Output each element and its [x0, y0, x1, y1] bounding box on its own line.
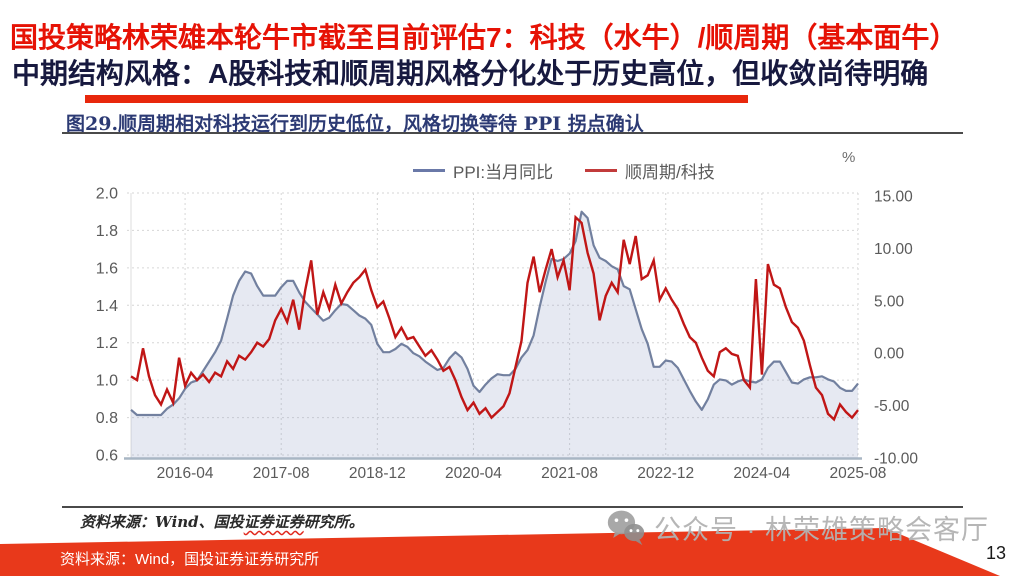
svg-text:1.0: 1.0 — [96, 373, 118, 390]
svg-text:2018-12: 2018-12 — [349, 465, 406, 482]
svg-text:1.8: 1.8 — [96, 223, 118, 240]
svg-text:1.4: 1.4 — [96, 298, 118, 315]
svg-text:2017-08: 2017-08 — [253, 465, 310, 482]
source-note-suffix: 研究所。 — [303, 513, 364, 531]
watermark: 公众号 · 林荣雄策略会客厅 — [606, 507, 989, 547]
watermark-text: 公众号 · 林荣雄策略会客厅 — [654, 514, 989, 545]
svg-text:1.6: 1.6 — [96, 260, 118, 277]
ppi-legend-dash-icon — [413, 169, 445, 172]
svg-text:0.00: 0.00 — [874, 346, 905, 363]
wechat-icon — [607, 510, 645, 546]
svg-text:10.00: 10.00 — [874, 241, 913, 258]
figure-bottom-rule — [62, 506, 963, 508]
title-accent-bar — [85, 95, 748, 103]
ratio-legend-dash-icon — [585, 169, 617, 172]
page-number: 13 — [986, 543, 1007, 563]
right-axis-unit-label: % — [842, 149, 856, 166]
slide-title-line2: 中期结构风格：A股科技和顺周期风格分化处于历史高位，但收敛尚待明确 — [12, 58, 929, 89]
svg-text:-10.00: -10.00 — [874, 451, 918, 468]
figure-caption: 图29.顺周期相对科技运行到历史低位，风格切换等待 PPI 拐点确认 — [66, 113, 644, 135]
figure-source-note: 资料来源：Wind、国投证券证券研究所。 — [80, 511, 364, 532]
svg-text:5.00: 5.00 — [874, 293, 905, 310]
svg-text:2022-12: 2022-12 — [637, 465, 694, 482]
legend-item-ratio: 顺周期/科技 — [585, 158, 715, 183]
svg-text:2.0: 2.0 — [96, 186, 118, 203]
svg-text:1.2: 1.2 — [96, 335, 118, 352]
source-note-prefix: 资料来源：Wind、国投 — [80, 513, 244, 531]
slide-title-line1: 国投策略林荣雄本轮牛市截至目前评估7：科技（水牛）/顺周期（基本面牛） — [10, 22, 958, 53]
svg-text:2016-04: 2016-04 — [157, 465, 214, 482]
svg-text:2025-08: 2025-08 — [830, 465, 887, 482]
svg-text:2020-04: 2020-04 — [445, 465, 502, 482]
ppi-legend-label: PPI:当月同比 — [453, 163, 554, 182]
ratio-legend-label: 顺周期/科技 — [625, 163, 715, 182]
svg-text:-5.00: -5.00 — [874, 398, 910, 415]
footer-source-text: 资料来源：Wind，国投证券证券研究所 — [60, 551, 320, 568]
svg-text:0.6: 0.6 — [96, 448, 118, 465]
svg-text:2024-04: 2024-04 — [733, 465, 790, 482]
legend-item-ppi: PPI:当月同比 — [413, 158, 553, 183]
svg-text:2021-08: 2021-08 — [541, 465, 598, 482]
source-note-wavy-part: 证券证券 — [243, 513, 304, 531]
svg-text:15.00: 15.00 — [874, 189, 913, 206]
svg-text:0.8: 0.8 — [96, 410, 118, 427]
figure-top-rule — [62, 132, 963, 134]
